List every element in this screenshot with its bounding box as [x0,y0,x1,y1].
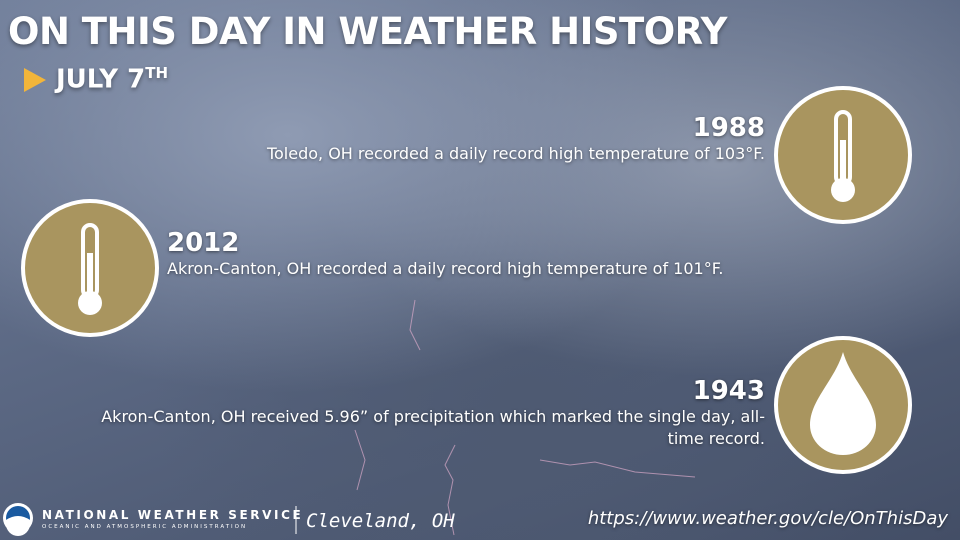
icon-1943 [774,336,912,474]
event-text: Toledo, OH recorded a daily record high … [266,144,765,163]
event: 1943 Akron-Canton, OH received 5.96” of … [85,376,765,450]
title: ON THIS DAY IN WEATHER HISTORY [8,10,727,53]
url: https://www.weather.gov/cle/OnThisDay [587,508,948,529]
event-text: Akron-Canton, OH received 5.96” of preci… [101,407,765,448]
arrow [24,68,46,92]
event-text: Akron-Canton, OH recorded a daily record… [167,259,724,278]
noaa-logo [3,503,33,536]
icon-1988 [774,86,912,224]
date-suffix: TH [145,64,169,82]
event-year: 2012 [167,228,240,258]
event-year: 1943 [692,376,765,406]
parent-agency: OCEANIC AND ATMOSPHERIC ADMINISTRATION [42,524,248,530]
agency: NATIONAL WEATHER SERVICE [42,508,304,522]
event: 1988 Toledo, OH recorded a daily record … [165,113,765,165]
office: Cleveland, OH [306,510,455,532]
lightning [354,299,696,536]
event-year: 1988 [692,113,765,143]
date: JULY 7TH [56,64,168,95]
date-text: JULY 7 [56,64,146,95]
icon-2012 [21,199,159,337]
event: 2012 Akron-Canton, OH recorded a daily r… [167,228,827,280]
